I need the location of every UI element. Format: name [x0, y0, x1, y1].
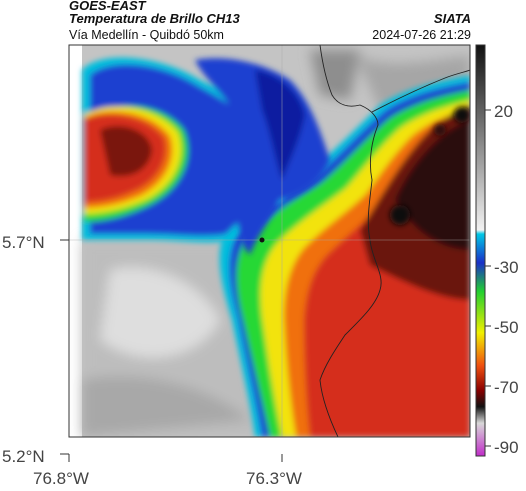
colorbar-tick-label: -70	[494, 378, 519, 397]
plot-frame	[68, 44, 471, 438]
organization-label: SIATA	[433, 11, 471, 26]
lat-label: 5.2°N	[2, 447, 45, 466]
colorbar-tick-label: -50	[494, 318, 519, 337]
coastline	[319, 45, 470, 437]
colorbar-tick-label: -90	[494, 438, 519, 457]
lon-label: 76.8°W	[33, 469, 89, 488]
satellite-image	[69, 45, 470, 437]
colorbar: 20 -30 -50 -70 -90	[475, 44, 519, 457]
location-marker	[259, 237, 265, 243]
timestamp: 2024-07-26 21:29	[372, 28, 471, 42]
satellite-title: GOES-EAST	[69, 0, 146, 13]
lat-label: 5.7°N	[2, 233, 45, 252]
route-subtitle: Vía Medellín - Quibdó 50km	[69, 28, 224, 42]
colorbar-tick-label: 20	[494, 102, 513, 121]
product-title: Temperatura de Brillo CH13	[69, 11, 240, 26]
lon-label: 76.3°W	[246, 469, 302, 488]
colorbar-tick-label: -30	[494, 258, 519, 277]
